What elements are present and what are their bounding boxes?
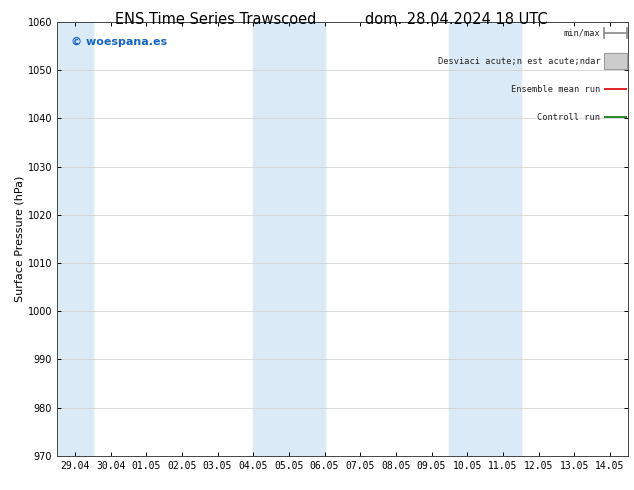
Text: Controll run: Controll run: [537, 113, 600, 122]
Text: dom. 28.04.2024 18 UTC: dom. 28.04.2024 18 UTC: [365, 12, 548, 27]
Text: Desviaci acute;n est acute;ndar: Desviaci acute;n est acute;ndar: [437, 56, 600, 66]
Text: ENS Time Series Trawscoed: ENS Time Series Trawscoed: [115, 12, 316, 27]
Y-axis label: Surface Pressure (hPa): Surface Pressure (hPa): [15, 176, 25, 302]
Bar: [253, 22, 325, 456]
FancyBboxPatch shape: [604, 53, 626, 69]
Text: min/max: min/max: [564, 28, 600, 37]
Text: Ensemble mean run: Ensemble mean run: [511, 85, 600, 94]
Bar: [450, 22, 521, 456]
Text: © woespana.es: © woespana.es: [71, 37, 167, 48]
Bar: [57, 22, 93, 456]
